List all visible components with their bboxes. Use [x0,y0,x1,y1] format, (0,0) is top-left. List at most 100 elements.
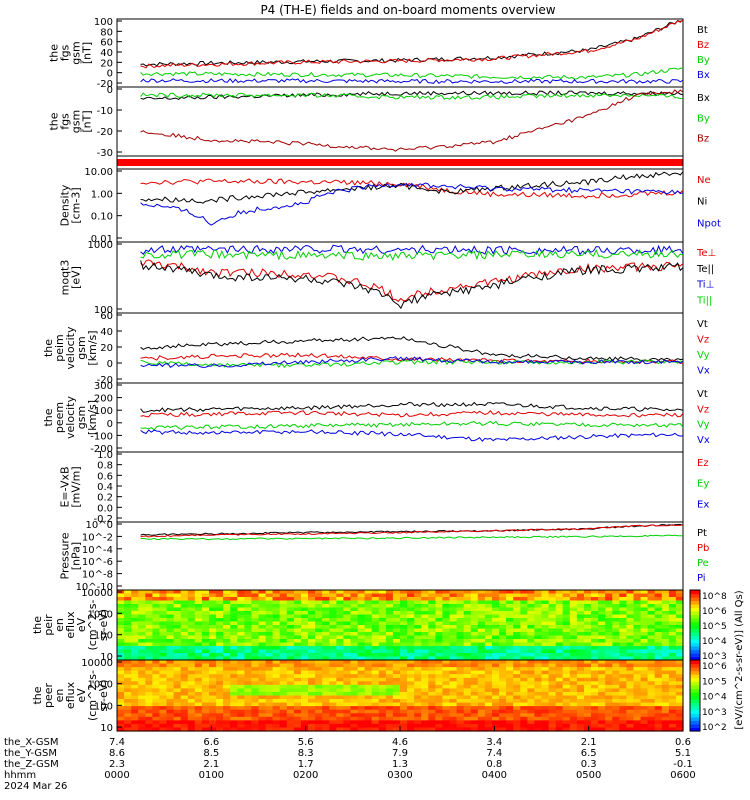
heatmap-cell [548,702,557,707]
heatmap-cell [392,720,401,725]
heatmap-cell [209,625,217,630]
heatmap-cell [209,660,217,665]
heatmap-cell [414,663,422,668]
heatmap-cell [626,628,635,633]
heatmap-cell [605,674,613,679]
heatmap-cell [598,635,606,640]
heatmap-cell [378,660,387,665]
x-tick-label: 0500 [576,770,601,781]
heatmap-cell [640,639,649,644]
heatmap-cell [272,656,281,661]
heatmap-cell [407,713,415,718]
heatmap-cell [562,695,571,700]
heatmap-cell [520,621,528,626]
heatmap-cell [456,720,465,725]
heatmap-cell [442,618,451,623]
heatmap-cell [194,695,203,700]
heatmap-cell [612,681,620,686]
heatmap-cell [378,674,387,679]
heatmap-cell [293,692,302,697]
heatmap-cell [124,628,132,633]
heatmap-cell [640,720,649,725]
heatmap-cell [456,681,465,686]
heatmap-cell [661,625,670,630]
heatmap-cell [230,695,238,700]
heatmap-cell [364,702,373,707]
heatmap-cell [315,618,323,623]
heatmap-cell [124,692,132,697]
heatmap-cell [159,660,168,665]
heatmap-cell [329,684,337,689]
heatmap-cell [329,713,337,718]
heatmap-cell [661,653,670,658]
x-tick-label: 0300 [387,770,412,781]
heatmap-cell [400,653,408,658]
heatmap-cell [463,611,472,616]
heatmap-cell [293,699,302,704]
heatmap-cell [145,621,153,626]
heatmap-cell [428,600,436,605]
heatmap-cell [499,695,507,700]
heatmap-cell [258,684,267,689]
heatmap-cell [647,635,656,640]
heatmap-cell [237,699,245,704]
heatmap-cell [209,674,217,679]
heatmap-cell [322,649,330,654]
heatmap-cell [145,692,153,697]
y-axis-label: E=-VxB [59,466,72,507]
heatmap-cell [166,653,175,658]
heatmap-cell [541,684,550,689]
heatmap-cell [166,663,175,668]
heatmap-cell [414,674,422,679]
heatmap-cell [428,706,436,711]
heatmap-cell [513,625,521,630]
heatmap-cell [216,600,224,605]
heatmap-cell [159,635,168,640]
heatmap-cell [562,688,571,693]
heatmap-cell [138,713,146,718]
heatmap-cell [265,649,274,654]
heatmap-cell [449,684,458,689]
heatmap-cell [675,621,684,626]
heatmap-cell [180,663,189,668]
heatmap-cell [187,639,196,644]
y-tick-label: 1000 [88,240,113,251]
heatmap-cell [534,611,543,616]
heatmap-cell [492,713,500,718]
heatmap-cell [484,621,493,626]
heatmap-cell [286,723,295,728]
heatmap-cell [194,649,203,654]
heatmap-cell [237,618,245,623]
heatmap-cell [654,660,663,665]
heatmap-cell [343,593,352,598]
heatmap-cell [392,593,401,598]
heatmap-cell [329,677,337,682]
heatmap-cell [180,695,189,700]
heatmap-cell [569,670,578,675]
heatmap-cell [350,593,359,598]
y-tick-label: 80 [100,27,113,38]
heatmap-cell [258,681,267,686]
legend-label: Pt [697,528,707,539]
heatmap-cell [301,607,309,612]
heatmap-cell [520,632,528,637]
heatmap-cell [562,635,571,640]
heatmap-cell [251,642,260,647]
heatmap-cell [350,663,359,668]
heatmap-cell [619,709,627,714]
heatmap-cell [555,604,564,609]
colorbar-cell [690,688,700,693]
heatmap-cell [201,674,210,679]
heatmap-cell [201,621,210,626]
heatmap-cell [541,632,550,637]
heatmap-cell [138,674,146,679]
heatmap-cell [668,593,677,598]
heatmap-cell [357,716,366,721]
heatmap-cell [612,590,620,595]
heatmap-cell [315,593,323,598]
heatmap-cell [506,635,514,640]
heatmap-cell [223,681,231,686]
heatmap-cell [223,649,231,654]
heatmap-cell [166,692,175,697]
heatmap-cell [598,709,606,714]
